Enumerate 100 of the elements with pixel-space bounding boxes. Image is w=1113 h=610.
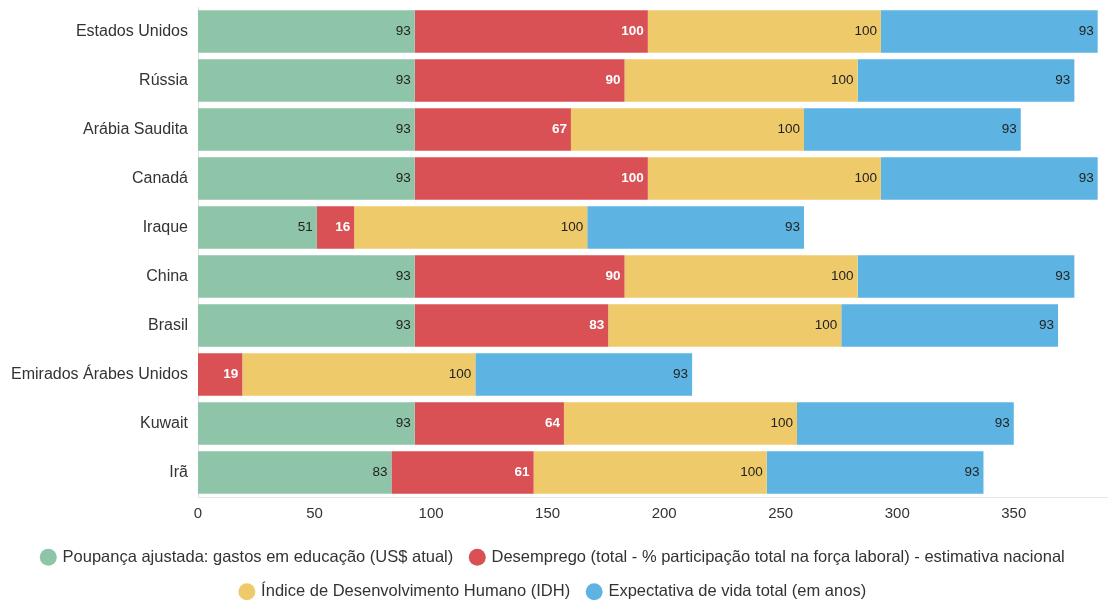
y-tick-label: Canadá: [131, 168, 189, 186]
data-label: 19: [223, 366, 239, 382]
bar: [198, 451, 392, 494]
bar: [198, 59, 415, 102]
y-tick-label: Rússia: [139, 70, 189, 88]
data-label: 93: [673, 366, 689, 382]
data-label: 64: [544, 415, 561, 431]
bar: [414, 10, 648, 53]
data-label: 67: [551, 121, 567, 137]
bar: [880, 157, 1098, 200]
y-tick-label: Brasil: [147, 315, 188, 333]
data-label: 93: [1055, 268, 1071, 284]
x-tick-label: 150: [535, 504, 561, 522]
legend-label: Índice de Desenvolvimento Humano (IDH): [261, 581, 571, 600]
data-label: 93: [395, 72, 411, 88]
bar: [316, 206, 355, 249]
bar: [198, 353, 243, 396]
bar: [414, 108, 571, 151]
data-label: 90: [605, 72, 621, 88]
x-tick-label: 100: [418, 504, 444, 522]
y-tick-label: Irã: [169, 462, 189, 480]
data-label: 83: [372, 464, 388, 480]
legend-label: Expectativa de vida total (em anos): [608, 581, 867, 600]
bar: [587, 206, 804, 249]
bar: [857, 59, 1075, 102]
x-tick-label: 250: [768, 504, 794, 522]
bar: [198, 157, 415, 200]
data-label: 93: [395, 317, 411, 333]
bar: [198, 108, 415, 151]
data-label: 100: [448, 366, 472, 382]
bar: [570, 108, 804, 151]
bar: [414, 304, 609, 347]
x-tick-label: 0: [193, 504, 203, 522]
x-tick-label: 200: [651, 504, 677, 522]
data-label: 51: [297, 219, 313, 235]
x-tick-label: 50: [306, 504, 323, 522]
bar: [533, 451, 767, 494]
data-label: 100: [854, 170, 877, 186]
data-label: 93: [395, 415, 411, 431]
data-label: 93: [1001, 121, 1017, 137]
data-label: 100: [814, 317, 838, 333]
data-label: 93: [964, 464, 980, 480]
data-label: 100: [621, 170, 644, 186]
y-tick-label: Arábia Saudita: [83, 119, 189, 137]
y-tick-label: Estados Unidos: [75, 21, 188, 39]
data-label: 93: [1039, 317, 1055, 333]
data-label: 93: [395, 23, 411, 39]
bar: [391, 451, 534, 494]
data-label: 83: [589, 317, 605, 333]
data-label: 100: [831, 268, 854, 284]
y-tick-label: Iraque: [142, 217, 189, 235]
data-label: 93: [994, 415, 1010, 431]
data-label: 93: [395, 121, 411, 137]
bar: [608, 304, 842, 347]
bar: [624, 59, 858, 102]
bar: [804, 108, 1021, 151]
data-label: 93: [395, 268, 411, 284]
bar: [647, 157, 881, 200]
bar: [198, 206, 317, 249]
bar: [766, 451, 984, 494]
bar: [841, 304, 1059, 347]
data-label: 100: [560, 219, 584, 235]
data-label: 61: [514, 464, 531, 480]
data-label: 100: [777, 121, 800, 137]
y-tick-label: Emirados Árabes Unidos: [11, 363, 188, 382]
data-label: 93: [1078, 170, 1094, 186]
bar: [242, 353, 476, 396]
bar: [475, 353, 693, 396]
data-label: 93: [1055, 72, 1071, 88]
bar: [198, 402, 415, 445]
bar: [414, 255, 625, 298]
bar: [354, 206, 588, 249]
data-label: 100: [831, 72, 854, 88]
data-label: 100: [740, 464, 763, 480]
bar: [797, 402, 1014, 445]
data-label: 100: [770, 415, 794, 431]
y-tick-label: Kuwait: [139, 413, 189, 431]
legend-label: Desemprego (total - % participação total na força laboral) - estimativa nacional: [491, 546, 1065, 565]
bar: [563, 402, 798, 445]
bar: [198, 304, 415, 347]
y-tick-label: China: [146, 266, 189, 284]
bar: [857, 255, 1075, 298]
bar: [880, 10, 1098, 53]
bar: [198, 255, 415, 298]
bar: [414, 402, 564, 445]
bar: [198, 10, 415, 53]
data-label: 93: [395, 170, 411, 186]
data-label: 100: [621, 23, 644, 39]
data-label: 93: [784, 219, 800, 235]
data-label: 90: [605, 268, 621, 284]
bar: [647, 10, 881, 53]
legend-label: Poupança ajustada: gastos em educação (US$ atual): [62, 546, 454, 565]
bar: [414, 157, 648, 200]
bar: [624, 255, 858, 298]
bar: [414, 59, 625, 102]
data-label: 93: [1078, 23, 1094, 39]
x-tick-label: 300: [884, 504, 910, 522]
data-label: 16: [335, 219, 351, 235]
x-tick-label: 350: [1001, 504, 1027, 522]
data-label: 100: [854, 23, 877, 39]
